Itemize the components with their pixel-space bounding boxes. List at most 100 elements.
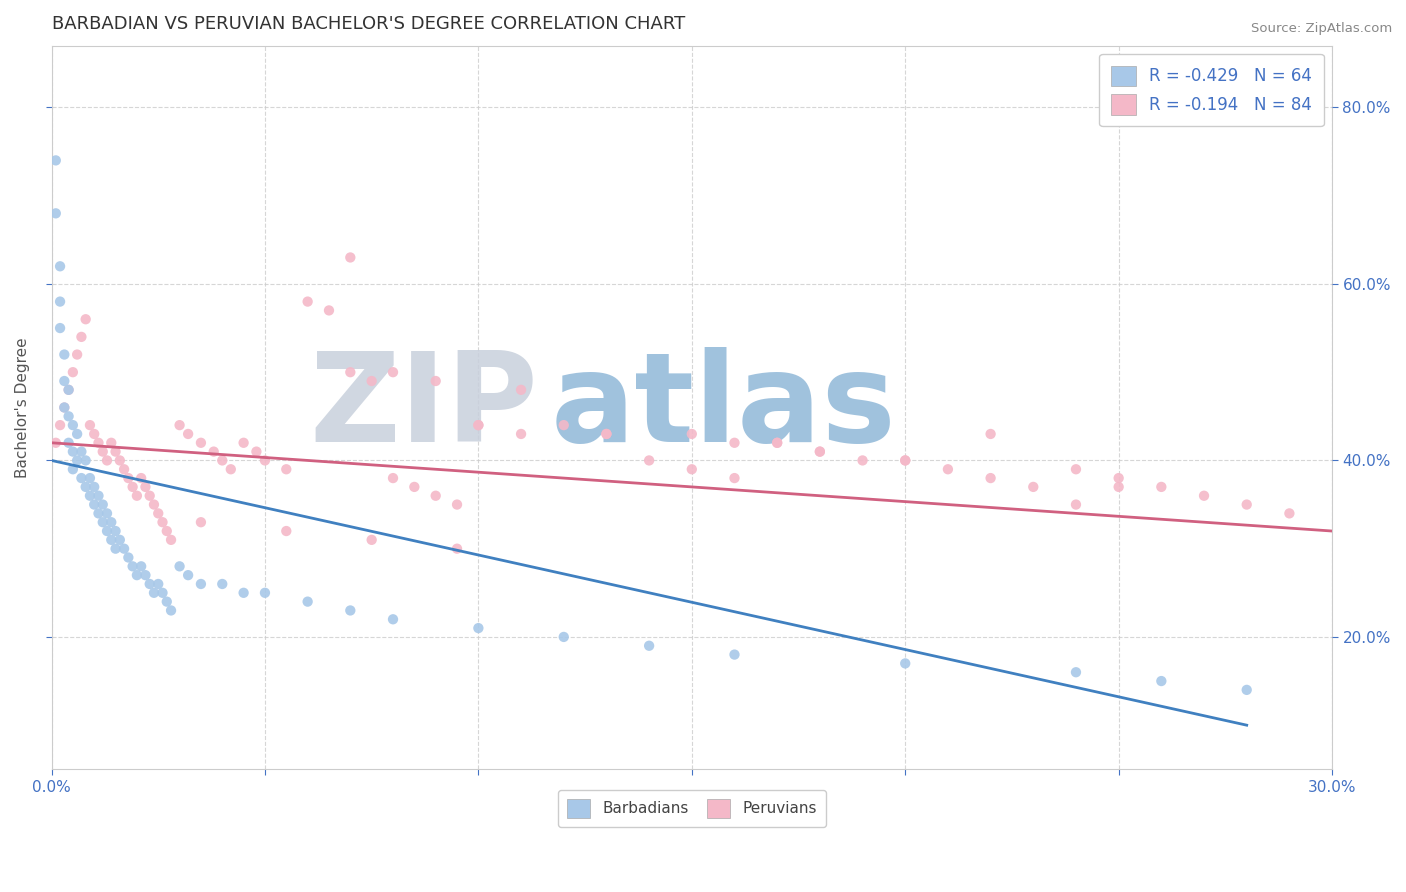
Point: [980, 471, 1002, 485]
Point: [125, 489, 148, 503]
Point: [58, 383, 80, 397]
Point: [253, 586, 276, 600]
Point: [134, 480, 156, 494]
Point: [190, 577, 212, 591]
Point: [232, 586, 254, 600]
Point: [404, 480, 426, 494]
Point: [75, 480, 97, 494]
Point: [467, 418, 489, 433]
Point: [79, 418, 101, 433]
Point: [211, 577, 233, 591]
Point: [1236, 682, 1258, 697]
Point: [1108, 471, 1130, 485]
Point: [894, 453, 917, 467]
Point: [360, 533, 382, 547]
Point: [148, 577, 170, 591]
Point: [58, 383, 80, 397]
Point: [232, 435, 254, 450]
Point: [49, 321, 72, 335]
Point: [83, 427, 105, 442]
Point: [169, 559, 191, 574]
Point: [91, 515, 114, 529]
Point: [129, 559, 152, 574]
Point: [112, 541, 135, 556]
Point: [851, 453, 873, 467]
Point: [467, 418, 489, 433]
Y-axis label: Bachelor's Degree: Bachelor's Degree: [15, 337, 30, 478]
Point: [936, 462, 959, 476]
Point: [45, 153, 67, 168]
Point: [808, 444, 831, 458]
Point: [66, 453, 89, 467]
Point: [49, 260, 72, 274]
Point: [108, 533, 131, 547]
Point: [253, 453, 276, 467]
Point: [62, 444, 84, 458]
Point: [45, 435, 67, 450]
Point: [62, 462, 84, 476]
Point: [1236, 498, 1258, 512]
Point: [553, 418, 575, 433]
Point: [467, 621, 489, 635]
Point: [1064, 462, 1087, 476]
Point: [66, 347, 89, 361]
Point: [1064, 498, 1087, 512]
Point: [91, 498, 114, 512]
Point: [382, 365, 405, 379]
Point: [160, 533, 183, 547]
Point: [339, 365, 361, 379]
Point: [66, 427, 89, 442]
Point: [96, 507, 118, 521]
Text: atlas: atlas: [551, 347, 897, 468]
Point: [638, 639, 661, 653]
Point: [75, 312, 97, 326]
Text: ZIP: ZIP: [309, 347, 538, 468]
Point: [152, 515, 174, 529]
Point: [49, 418, 72, 433]
Point: [117, 550, 139, 565]
Point: [723, 471, 745, 485]
Text: BARBADIAN VS PERUVIAN BACHELOR'S DEGREE CORRELATION CHART: BARBADIAN VS PERUVIAN BACHELOR'S DEGREE …: [52, 15, 685, 33]
Point: [190, 515, 212, 529]
Point: [766, 435, 789, 450]
Point: [425, 489, 447, 503]
Point: [177, 568, 200, 582]
Point: [202, 444, 225, 458]
Point: [595, 427, 617, 442]
Point: [58, 435, 80, 450]
Point: [70, 330, 93, 344]
Point: [62, 365, 84, 379]
Point: [510, 383, 533, 397]
Point: [96, 524, 118, 538]
Point: [62, 418, 84, 433]
Point: [297, 294, 319, 309]
Point: [219, 462, 242, 476]
Point: [87, 489, 110, 503]
Point: [360, 374, 382, 388]
Point: [339, 603, 361, 617]
Point: [121, 559, 143, 574]
Point: [177, 427, 200, 442]
Point: [276, 462, 298, 476]
Point: [1150, 480, 1173, 494]
Point: [297, 594, 319, 608]
Point: [121, 480, 143, 494]
Point: [96, 453, 118, 467]
Point: [894, 453, 917, 467]
Point: [425, 374, 447, 388]
Point: [190, 435, 212, 450]
Point: [58, 409, 80, 424]
Text: Source: ZipAtlas.com: Source: ZipAtlas.com: [1251, 22, 1392, 36]
Point: [152, 586, 174, 600]
Point: [129, 471, 152, 485]
Point: [117, 471, 139, 485]
Point: [104, 524, 127, 538]
Point: [138, 489, 160, 503]
Point: [1108, 480, 1130, 494]
Point: [1064, 665, 1087, 680]
Point: [211, 453, 233, 467]
Point: [1278, 507, 1301, 521]
Point: [87, 435, 110, 450]
Point: [45, 206, 67, 220]
Point: [79, 489, 101, 503]
